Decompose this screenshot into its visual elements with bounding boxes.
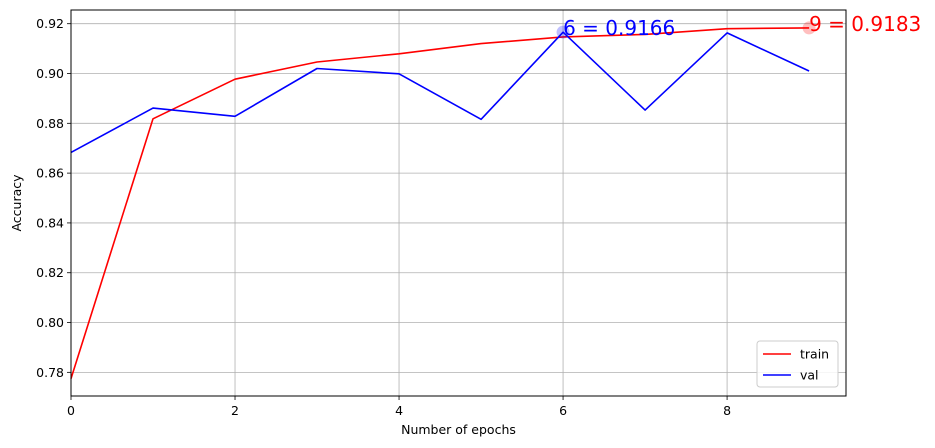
best-point-marker xyxy=(556,25,570,39)
x-axis-label: Number of epochs xyxy=(401,422,516,437)
x-tick-label: 2 xyxy=(231,403,239,418)
x-tick-label: 6 xyxy=(559,403,567,418)
y-tick-label: 0.92 xyxy=(36,16,64,31)
y-tick-label: 0.90 xyxy=(36,66,64,81)
series-lines xyxy=(70,27,810,379)
y-tick-label: 0.86 xyxy=(36,166,64,181)
best-markers xyxy=(556,21,816,39)
legend-label-train: train xyxy=(800,347,829,362)
annotations: 9 = 0.9183 6 = 0.9166 xyxy=(563,12,921,40)
ticks: 0 2 4 6 8 0.78 0.80 0.82 0.84 0.86 0.88 0.90 0.92 xyxy=(36,16,731,418)
y-tick-label: 0.78 xyxy=(36,365,64,380)
legend: train val xyxy=(756,340,839,388)
x-tick-label: 8 xyxy=(723,403,731,418)
x-tick-label: 0 xyxy=(67,403,75,418)
x-tick-label: 4 xyxy=(395,403,403,418)
y-tick-label: 0.82 xyxy=(36,265,64,280)
best-point-marker xyxy=(802,21,816,35)
y-tick-label: 0.80 xyxy=(36,315,64,330)
y-axis-label: Accuracy xyxy=(9,174,24,232)
plot-frame xyxy=(70,9,847,397)
best-point-annotation: 9 = 0.9183 xyxy=(809,12,921,36)
series-line-val xyxy=(70,31,810,154)
y-tick-label: 0.88 xyxy=(36,116,64,131)
best-point-annotation: 6 = 0.9166 xyxy=(563,16,675,40)
grid xyxy=(70,10,846,396)
legend-label-val: val xyxy=(800,368,819,383)
y-tick-label: 0.84 xyxy=(36,215,64,230)
series-line-train xyxy=(70,27,810,379)
